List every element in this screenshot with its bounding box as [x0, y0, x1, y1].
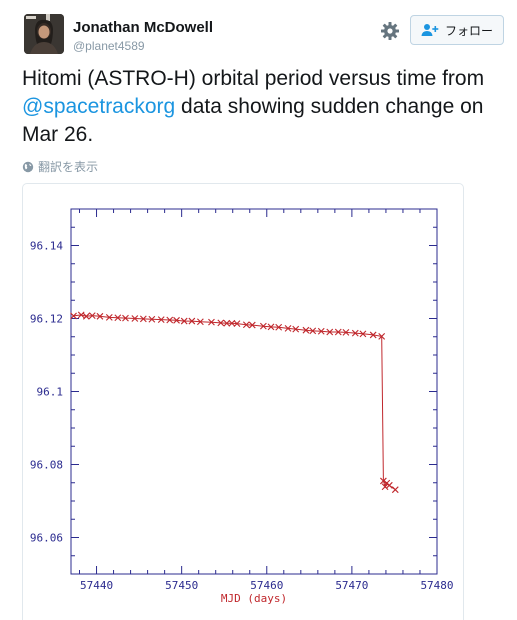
data-point — [139, 315, 147, 323]
data-point — [351, 329, 359, 337]
avatar[interactable] — [24, 14, 64, 54]
media-card[interactable]: 57440 57450 57460 57470 57480 96.06 96.08 96.1 9… — [22, 183, 464, 620]
data-point — [248, 321, 256, 329]
data-point — [242, 321, 250, 329]
data-point — [188, 317, 196, 325]
mention-link[interactable]: @spacetrackorg — [22, 95, 176, 118]
tweet-text: Hitomi (ASTRO-H) orbital period versus t… — [22, 65, 497, 149]
data-point — [223, 319, 231, 327]
data-point — [378, 332, 386, 340]
data-point — [148, 315, 156, 323]
follow-button-label: フォロー — [444, 23, 493, 38]
y-tick-label: 96.12 — [30, 313, 63, 326]
data-point — [326, 328, 334, 336]
data-point — [259, 322, 267, 330]
tweet-text-start: Hitomi (ASTRO-H) orbital period versus t… — [22, 67, 485, 90]
add-user-icon — [421, 24, 439, 36]
data-point — [342, 328, 350, 336]
series-line — [73, 314, 396, 491]
data-point — [381, 483, 389, 491]
data-point — [379, 477, 387, 485]
data-point — [334, 328, 342, 336]
x-tick-label: 57470 — [335, 579, 368, 592]
translate-link[interactable]: 翻訳を表示 — [22, 158, 98, 175]
data-point — [105, 314, 113, 321]
data-point — [180, 317, 188, 325]
data-point — [302, 326, 310, 334]
user-name[interactable]: Jonathan McDowell — [73, 19, 214, 36]
tweet-header: Jonathan McDowell @planet4589 フォロー — [0, 0, 517, 60]
data-point — [292, 325, 300, 333]
data-point — [385, 481, 393, 489]
data-point — [82, 312, 90, 320]
y-tick-label: 96.08 — [30, 459, 63, 472]
follow-button[interactable]: フォロー — [410, 15, 504, 45]
data-point — [309, 327, 317, 335]
translate-label: 翻訳を表示 — [38, 160, 99, 174]
data-point — [208, 318, 215, 326]
data-point — [359, 330, 367, 338]
user-handle[interactable]: @planet4589 — [73, 39, 145, 53]
x-axis-label: MJD (days) — [221, 592, 287, 605]
x-tick-label: 57450 — [165, 579, 198, 592]
data-point — [173, 316, 180, 324]
x-tick-label: 57440 — [80, 579, 113, 592]
data-point — [70, 312, 77, 320]
data-point — [275, 323, 283, 331]
orbital-period-chart: 57440 57450 57460 57470 57480 96.06 96.08 96.1 9… — [30, 208, 454, 605]
data-point — [114, 314, 122, 322]
tweet-text-end: data showing sudden change on Mar 26. — [22, 95, 484, 146]
data-point — [369, 331, 377, 339]
data-point — [233, 320, 241, 327]
y-tick-label: 96.1 — [37, 386, 64, 399]
data-point — [122, 314, 129, 322]
data-point — [317, 327, 325, 335]
x-tick-label: 57460 — [250, 579, 283, 592]
data-point — [157, 316, 165, 323]
avatar-image — [24, 14, 64, 54]
data-point — [88, 312, 96, 319]
gear-icon[interactable] — [378, 19, 402, 43]
data-point — [131, 315, 139, 322]
data-point — [284, 324, 292, 332]
globe-icon — [22, 161, 34, 172]
data-point — [77, 311, 85, 319]
data-point — [196, 318, 204, 326]
y-tick-label: 96.14 — [30, 240, 63, 253]
x-tick-label: 57480 — [420, 579, 453, 592]
y-tick-label: 96.06 — [30, 532, 63, 545]
data-point — [96, 312, 104, 320]
data-point — [267, 323, 275, 331]
data-point — [391, 486, 399, 494]
data-point — [217, 319, 225, 327]
data-point — [166, 316, 174, 324]
